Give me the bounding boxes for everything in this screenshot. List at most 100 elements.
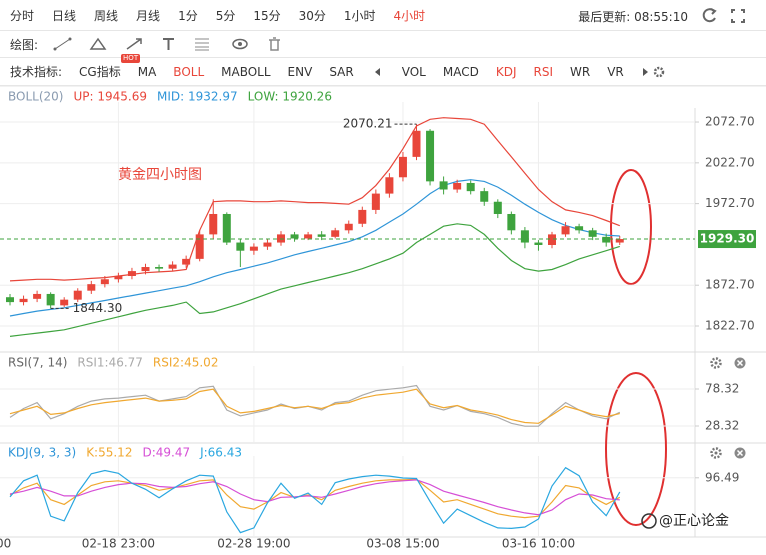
candle-body [561, 226, 570, 235]
candle-body [60, 299, 69, 306]
indicator-tab[interactable]: VR [607, 64, 624, 79]
pane-settings[interactable] [710, 447, 722, 459]
indicator-name: BOLL(20) [8, 90, 63, 104]
tool-visibility[interactable] [228, 37, 252, 51]
pane [0, 102, 695, 352]
period-tab[interactable]: 1小时 [343, 8, 376, 23]
period-tab[interactable]: 15分 [253, 8, 281, 23]
candle-body [263, 242, 272, 247]
pane-close[interactable] [734, 447, 746, 459]
tool-delete[interactable] [266, 37, 284, 51]
period-tab[interactable]: 4小时 [393, 8, 426, 23]
period-tab[interactable]: 30分 [298, 8, 326, 23]
legend-entry: J:66.43 [199, 446, 242, 460]
candle-body [439, 181, 448, 190]
x-tick-label: 03-16 10:00 [502, 537, 575, 551]
candle-body [195, 234, 204, 259]
y-tick-label: 1972.70 [705, 196, 755, 210]
period-tab[interactable]: 周线 [94, 8, 119, 23]
indicator-tab[interactable]: MABOLL [221, 64, 271, 79]
refresh[interactable] [702, 8, 717, 23]
period-tab[interactable]: 1分 [178, 8, 198, 23]
period-tab[interactable]: 日线 [52, 8, 77, 23]
indicator-tab[interactable]: WR [570, 64, 591, 79]
tool-line[interactable] [52, 37, 74, 51]
candle-body [6, 297, 14, 303]
watermark-logo [641, 513, 657, 529]
indicator-tab[interactable]: ENV [287, 64, 313, 79]
tool-text[interactable] [160, 37, 178, 51]
candle-body [222, 213, 231, 243]
chart-title: 黄金四小时图 [118, 166, 202, 183]
legend-entry: D:49.47 [142, 446, 190, 460]
candle-body [412, 130, 421, 157]
fullscreen[interactable] [731, 9, 745, 23]
candle-body [575, 226, 584, 231]
period-tab[interactable]: 分时 [10, 8, 35, 23]
candle-body [588, 230, 597, 237]
candle-body [114, 275, 123, 280]
series-line [9, 466, 621, 534]
series-line [9, 179, 620, 317]
candle-body [100, 279, 109, 285]
candle-body [290, 234, 299, 239]
series-line [9, 388, 620, 424]
indicator-tab[interactable]: SAR [329, 64, 354, 79]
candle-body [33, 293, 42, 299]
series-line [9, 384, 621, 427]
candle-body [548, 234, 556, 245]
indicator-tab[interactable]: MACD [442, 64, 479, 79]
tool-ray[interactable] [124, 37, 146, 51]
tool-triangle[interactable] [88, 37, 110, 51]
candle-body [358, 209, 367, 224]
scroll-right[interactable] [641, 65, 665, 79]
period-tab[interactable]: 月线 [136, 8, 161, 23]
candle-body [141, 267, 150, 272]
candle-body [46, 293, 55, 306]
highlight-ellipse [605, 372, 667, 526]
pane-close[interactable] [734, 357, 746, 369]
candle-body [19, 298, 28, 303]
candle-body [277, 234, 285, 243]
y-tick-label: 78.32 [705, 382, 739, 396]
candle-body [73, 290, 82, 300]
candle-body [493, 201, 502, 214]
indicator-bar: 技术指标: CG指标 HOT MA BOLL MABOLL ENV SAR VOL MACD KDJ… [0, 54, 766, 86]
pane [0, 456, 695, 537]
x-tick-label: 03-08 15:00 [366, 537, 439, 551]
min-label: 1844.30 [73, 301, 123, 315]
candle-body [398, 156, 407, 178]
y-tick-label: 1872.70 [705, 278, 755, 292]
candle-body [127, 271, 136, 276]
hot-badge: HOT [121, 54, 141, 63]
candle-body [249, 246, 258, 251]
series-line [9, 117, 621, 282]
candle-body [466, 182, 475, 192]
indicator-tab[interactable]: RSI [533, 64, 554, 79]
pane-settings[interactable] [710, 357, 722, 369]
indicator-tab[interactable]: KDJ [495, 64, 517, 79]
candle-body [507, 213, 516, 231]
indicator-name: KDJ(9, 3, 3) [8, 446, 76, 460]
indicator-tab[interactable]: VOL [401, 64, 426, 79]
indicator-label: 技术指标: [10, 65, 63, 79]
y-tick-label: 96.49 [705, 470, 739, 484]
last-price-label: 1929.30 [700, 232, 755, 246]
candle-body [426, 130, 435, 182]
candle-body [534, 242, 543, 245]
period-tab[interactable]: 5分 [215, 8, 236, 23]
drawing-bar: 绘图: [0, 31, 766, 58]
indicator-tab[interactable]: MA [137, 64, 157, 79]
indicator-tab[interactable]: CG指标 HOT [79, 54, 141, 79]
candle-body [602, 236, 611, 243]
top-icons [702, 8, 745, 23]
indicator-tab[interactable]: BOLL [173, 64, 205, 79]
series-line [9, 478, 621, 519]
legend-entry: RSI2:45.02 [153, 356, 219, 370]
tool-fib[interactable] [192, 37, 214, 51]
scroll-left[interactable] [371, 67, 385, 77]
legend-entry: LOW: 1920.26 [248, 90, 332, 104]
candle-body [182, 258, 191, 265]
